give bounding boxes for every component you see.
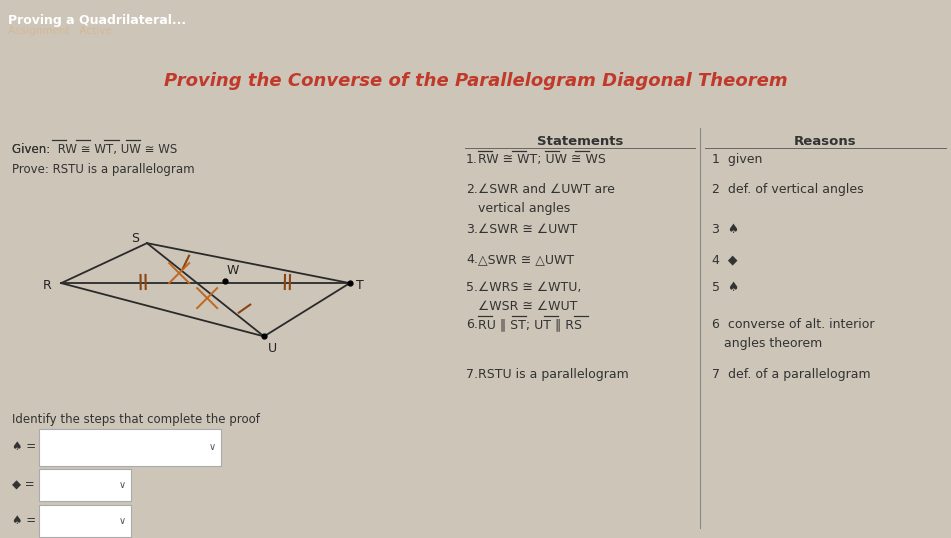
Text: Prove: RSTU is a parallelogram: Prove: RSTU is a parallelogram xyxy=(12,163,195,176)
Text: 7  def. of a parallelogram: 7 def. of a parallelogram xyxy=(712,368,870,381)
FancyBboxPatch shape xyxy=(39,469,131,501)
Text: T: T xyxy=(356,279,363,292)
Text: Statements: Statements xyxy=(536,135,623,148)
Text: RW ≅ WT; UW ≅ WS: RW ≅ WT; UW ≅ WS xyxy=(478,153,606,166)
Text: 4  ◆: 4 ◆ xyxy=(712,253,737,266)
Text: R: R xyxy=(43,279,51,292)
Text: ∠SWR ≅ ∠UWT: ∠SWR ≅ ∠UWT xyxy=(478,223,577,236)
Text: U: U xyxy=(267,342,277,355)
Text: 2  def. of vertical angles: 2 def. of vertical angles xyxy=(712,183,864,196)
Text: 7.: 7. xyxy=(466,368,478,381)
Text: 1.: 1. xyxy=(466,153,477,166)
Text: S: S xyxy=(131,232,139,245)
Text: ∨: ∨ xyxy=(208,442,216,452)
Text: 3  ♠: 3 ♠ xyxy=(712,223,739,236)
Text: ∨: ∨ xyxy=(119,480,126,490)
Text: Given:: Given: xyxy=(12,143,54,156)
Text: RU ∥ ST; UT ∥ RS: RU ∥ ST; UT ∥ RS xyxy=(478,318,582,331)
FancyBboxPatch shape xyxy=(39,429,221,466)
Text: W: W xyxy=(226,264,240,278)
Text: Given:  RW ≅ WT, UW ≅ WS: Given: RW ≅ WT, UW ≅ WS xyxy=(12,143,177,156)
Text: Identify the steps that complete the proof: Identify the steps that complete the pro… xyxy=(12,413,260,426)
FancyBboxPatch shape xyxy=(39,505,131,537)
Text: 2.: 2. xyxy=(466,183,477,196)
Text: 6.: 6. xyxy=(466,318,477,331)
Text: 3.: 3. xyxy=(466,223,477,236)
Text: 4.: 4. xyxy=(466,253,477,266)
Text: ∠SWR and ∠UWT are
vertical angles: ∠SWR and ∠UWT are vertical angles xyxy=(478,183,615,215)
Text: 5.: 5. xyxy=(466,281,478,294)
Text: 1  given: 1 given xyxy=(712,153,763,166)
Text: ∨: ∨ xyxy=(119,516,126,526)
Text: Proving the Converse of the Parallelogram Diagonal Theorem: Proving the Converse of the Parallelogra… xyxy=(164,72,787,90)
Text: Assignment   Active: Assignment Active xyxy=(8,26,111,37)
Text: ◆ =: ◆ = xyxy=(12,478,34,492)
Text: 6  converse of alt. interior
   angles theorem: 6 converse of alt. interior angles theor… xyxy=(712,318,875,350)
Text: △SWR ≅ △UWT: △SWR ≅ △UWT xyxy=(478,253,574,266)
Text: ∠WRS ≅ ∠WTU,
∠WSR ≅ ∠WUT: ∠WRS ≅ ∠WTU, ∠WSR ≅ ∠WUT xyxy=(478,281,581,313)
Text: RSTU is a parallelogram: RSTU is a parallelogram xyxy=(478,368,629,381)
Text: Reasons: Reasons xyxy=(794,135,857,148)
Text: 5  ♠: 5 ♠ xyxy=(712,281,739,294)
Text: Proving a Quadrilateral...: Proving a Quadrilateral... xyxy=(8,14,185,27)
Text: ♠ =: ♠ = xyxy=(12,514,36,527)
Text: ♠ =: ♠ = xyxy=(12,441,36,454)
